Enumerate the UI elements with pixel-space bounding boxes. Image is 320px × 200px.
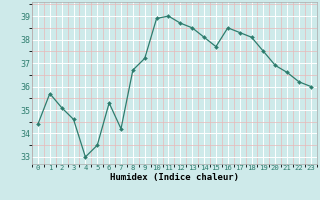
X-axis label: Humidex (Indice chaleur): Humidex (Indice chaleur) xyxy=(110,173,239,182)
